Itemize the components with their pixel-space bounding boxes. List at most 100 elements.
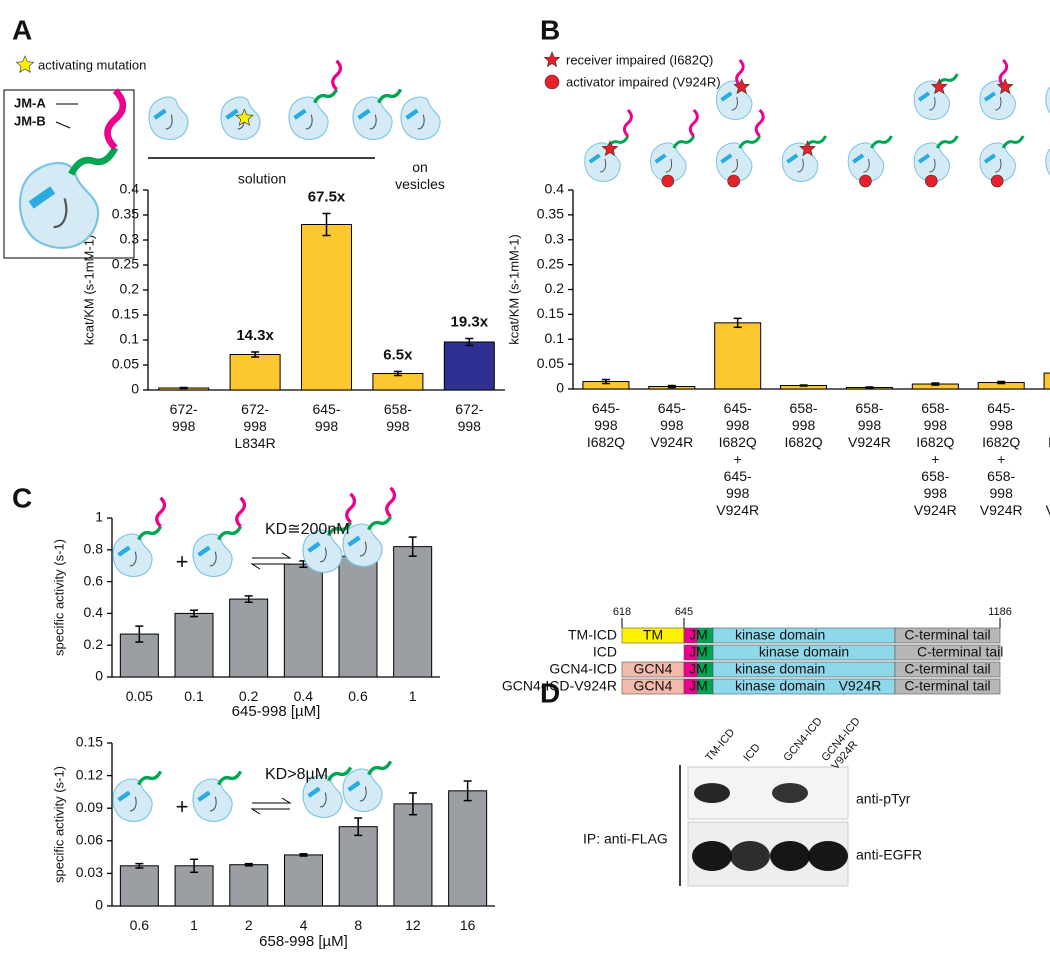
helix (654, 153, 667, 164)
kinase-icon (112, 496, 167, 577)
loop (731, 158, 738, 173)
lane-label: ICD (741, 742, 762, 764)
loop (359, 786, 367, 802)
y-tick-label: 0.12 (76, 766, 103, 782)
kd-label: KD>8µM (265, 766, 328, 783)
text-line: 658- (921, 468, 949, 484)
construct-name: GCN4-ICD (549, 661, 617, 677)
helix (28, 186, 56, 209)
kinase-body (192, 533, 233, 577)
text-line: 1 (190, 917, 198, 933)
bar (301, 224, 352, 391)
y-axis-label: kcat/KM (s-1mM-1) (506, 234, 521, 345)
jm-b (672, 135, 696, 149)
y-tick-label: 0.3 (545, 230, 565, 246)
annotation: solution (238, 171, 286, 187)
jm-a (754, 108, 765, 138)
loop (369, 114, 377, 130)
segment (894, 627, 1001, 644)
y-tick-label: 0.2 (120, 281, 140, 297)
text-line: 998 (990, 417, 1014, 433)
loop (995, 158, 1002, 173)
x-axis-label: 658-998 [µM] (259, 933, 348, 950)
loop (209, 551, 217, 567)
text-line: 998 (594, 417, 618, 433)
helix (153, 108, 167, 120)
panel-label: B (540, 14, 560, 45)
helix (357, 108, 371, 120)
text-line: 998 (924, 485, 948, 501)
panel-label: A (12, 14, 32, 45)
jm-b (137, 770, 163, 786)
x-tick-label: 2 (245, 917, 253, 933)
text-line: 672- (455, 401, 483, 417)
jm-b (1001, 135, 1025, 149)
segment-label: kinase domain (759, 644, 849, 660)
kinase-body (302, 529, 343, 573)
x-tick-label: 658-998 V924R (848, 400, 891, 450)
jm-b (367, 760, 393, 776)
inset-label: JM-B (14, 113, 46, 128)
lane-label: TM-ICD (703, 727, 737, 764)
text-line: 4 (300, 917, 308, 933)
jm-a (735, 58, 745, 87)
panel-label: D (540, 677, 560, 708)
text-line: V924R (848, 434, 891, 450)
kinase-icon (715, 108, 765, 188)
kinase-body (342, 768, 383, 812)
blot-row-label: anti-pTyr (856, 791, 911, 807)
residue-number: 618 (613, 606, 631, 618)
kinase-body (112, 778, 153, 822)
y-tick-label: 0.25 (112, 256, 139, 272)
loop (319, 792, 327, 808)
kinase-icon (302, 766, 353, 818)
y-tick-label: 0.2 (84, 636, 104, 652)
helix (117, 790, 131, 802)
helix (197, 790, 211, 802)
text-line: 658- (855, 400, 883, 416)
fold-label: 19.3x (451, 313, 489, 330)
text-line: 998 (726, 417, 750, 433)
y-tick-label: 0.25 (537, 255, 564, 271)
text-line: + (931, 451, 939, 467)
text-line: 658- (384, 401, 412, 417)
loop (359, 541, 367, 557)
helix (983, 153, 996, 164)
kinase-body (1045, 148, 1050, 176)
jm-b (313, 88, 339, 104)
loop (995, 96, 1002, 111)
loop (417, 114, 425, 130)
kinase-body (302, 774, 343, 818)
text-line: 998 (990, 485, 1014, 501)
text-line: 0.6 (130, 917, 150, 933)
text-line: 0.05 (126, 688, 153, 704)
text-line: GCN4-ICD (781, 715, 824, 763)
jm-b (935, 135, 959, 149)
text-line: 658- (921, 400, 949, 416)
text-line: V924R (1046, 502, 1050, 518)
loop (929, 96, 936, 111)
legend-star (15, 55, 35, 73)
loop (129, 796, 137, 812)
segment-label: JM (689, 627, 708, 643)
equilibrium-arrow (252, 552, 292, 559)
jm-a (155, 496, 167, 528)
y-axis-label: specific activity (s-1) (51, 766, 66, 883)
text-line: 12 (405, 917, 421, 933)
segment-label: kinase domain (735, 627, 825, 643)
jm-a (385, 486, 397, 518)
kinase-icon (913, 73, 959, 120)
text-line: 672- (241, 401, 269, 417)
x-tick-label: 645-998 (312, 401, 340, 434)
x-tick-label: 658-998 I682Q +658-998 V924R (914, 400, 957, 518)
y-tick-label: 0.06 (76, 832, 103, 848)
text-line: I682Q (784, 434, 822, 450)
construct-name: GCN4-ICD-V924R (502, 678, 617, 694)
text-line: 0.1 (184, 688, 204, 704)
kinase-icon (220, 96, 261, 140)
text-line: + (734, 451, 742, 467)
kinase-icon (781, 135, 827, 182)
jm-b (870, 135, 893, 149)
dot (925, 174, 938, 188)
bar (229, 598, 269, 678)
